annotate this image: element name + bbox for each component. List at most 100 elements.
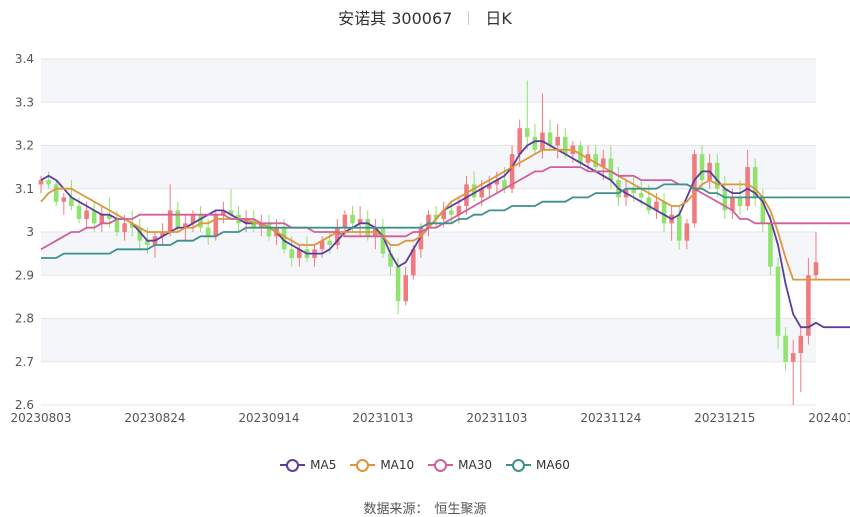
x-tick-label: 20230803 bbox=[10, 411, 71, 425]
candle-body bbox=[555, 136, 560, 146]
x-tick-label: 20230914 bbox=[238, 411, 299, 425]
candle-body bbox=[137, 227, 143, 241]
candle-body bbox=[281, 227, 287, 250]
candle-body bbox=[259, 223, 264, 228]
candle-body bbox=[38, 180, 44, 185]
y-tick-label: 3.4 bbox=[15, 52, 34, 66]
candle-body bbox=[380, 227, 386, 254]
candle-body bbox=[221, 210, 226, 215]
candle-body bbox=[395, 266, 401, 302]
candle-body bbox=[517, 128, 522, 155]
candle-body bbox=[752, 167, 758, 198]
legend-marker-icon bbox=[506, 458, 532, 472]
data-source: 数据来源： 恒生聚源 bbox=[0, 498, 850, 517]
candle-body bbox=[91, 210, 97, 224]
candle-body bbox=[638, 193, 644, 198]
candle-body bbox=[479, 188, 484, 198]
chart-title: 安诺其 300067 日K bbox=[0, 5, 850, 29]
candle-body bbox=[471, 184, 477, 198]
candle-body bbox=[129, 223, 135, 228]
candle-body bbox=[775, 266, 781, 336]
y-tick-label: 2.8 bbox=[15, 312, 34, 326]
series-line-ma5 bbox=[40, 140, 850, 329]
period-label: 日K bbox=[485, 9, 512, 28]
x-tick-label: 20230824 bbox=[124, 411, 185, 425]
legend-item-ma5[interactable]: MA5 bbox=[280, 458, 336, 472]
x-tick-label: 20231215 bbox=[694, 411, 755, 425]
candle-body bbox=[107, 214, 112, 220]
candle-body bbox=[403, 275, 408, 302]
candle-body bbox=[289, 249, 295, 258]
candle-body bbox=[167, 210, 173, 232]
candle-body bbox=[646, 197, 652, 211]
x-tick-label: 20240108 bbox=[808, 411, 850, 425]
legend-label: MA10 bbox=[380, 458, 415, 472]
series-line-ma60 bbox=[41, 183, 850, 259]
candle-body bbox=[69, 197, 74, 207]
candle-body bbox=[654, 201, 659, 211]
candle-body bbox=[297, 249, 302, 258]
y-tick-label: 3.2 bbox=[15, 139, 34, 153]
candle-body bbox=[327, 240, 333, 245]
legend-item-ma10[interactable]: MA10 bbox=[350, 458, 414, 472]
candle-body bbox=[433, 214, 439, 220]
candle-body bbox=[524, 128, 530, 137]
source-label: 数据来源： bbox=[363, 502, 429, 517]
candle-body bbox=[46, 180, 51, 185]
candle-body bbox=[661, 201, 667, 224]
candle-body bbox=[608, 158, 614, 181]
legend-item-ma30[interactable]: MA30 bbox=[428, 458, 492, 472]
candle-body bbox=[243, 219, 249, 224]
candle-body bbox=[737, 197, 743, 207]
candle-body bbox=[228, 210, 234, 215]
candle-body bbox=[350, 214, 355, 224]
candle-body bbox=[76, 206, 82, 220]
source-value: 恒生聚源 bbox=[434, 502, 487, 517]
candle-body bbox=[357, 219, 363, 224]
grid-band bbox=[41, 145, 816, 189]
candle-body bbox=[509, 154, 515, 189]
candle-body bbox=[745, 167, 750, 207]
y-tick-label: 3 bbox=[26, 225, 34, 239]
candle-body bbox=[160, 232, 165, 237]
legend-marker-icon bbox=[428, 458, 454, 472]
candle-body bbox=[99, 214, 105, 224]
grid-band bbox=[41, 318, 816, 362]
candle-body bbox=[342, 214, 348, 228]
candle-body bbox=[790, 353, 796, 362]
candle-body bbox=[198, 214, 203, 228]
grid-band bbox=[41, 59, 816, 103]
legend-marker-icon bbox=[280, 458, 306, 472]
series-line-ma30 bbox=[40, 166, 850, 251]
candle-body bbox=[456, 206, 462, 215]
candle-body bbox=[418, 227, 424, 250]
candle-body bbox=[532, 136, 538, 150]
y-tick-label: 3.1 bbox=[15, 182, 34, 196]
candle-body bbox=[699, 154, 705, 181]
legend-label: MA5 bbox=[310, 458, 337, 472]
legend-item-ma60[interactable]: MA60 bbox=[506, 458, 570, 472]
candle-body bbox=[205, 227, 211, 237]
candle-body bbox=[487, 184, 492, 189]
y-tick-label: 2.7 bbox=[15, 355, 34, 369]
legend-marker-icon bbox=[350, 458, 376, 472]
candle-body bbox=[768, 223, 773, 267]
legend-label: MA30 bbox=[458, 458, 493, 472]
legend: MA5 MA10 MA30 MA60 bbox=[0, 458, 850, 475]
candle-body bbox=[441, 210, 446, 220]
candle-body bbox=[175, 210, 181, 228]
candle-body bbox=[411, 249, 416, 276]
candle-body bbox=[562, 136, 568, 155]
kline-chart: 2.6 2.7 2.8 2.9 3 3.1 3.2 3.3 3.4 20230803 2023082… bbox=[10, 52, 850, 425]
x-tick-label: 20231013 bbox=[352, 411, 413, 425]
candle-body bbox=[631, 188, 636, 194]
candle-body bbox=[122, 223, 127, 232]
candle-body bbox=[145, 240, 150, 245]
candle-body bbox=[61, 197, 67, 202]
candle-body bbox=[426, 214, 431, 228]
candle-body bbox=[84, 210, 89, 220]
candle-body bbox=[547, 132, 553, 146]
title-separator bbox=[468, 11, 470, 25]
candle-body bbox=[114, 219, 120, 232]
candle-body bbox=[266, 223, 272, 237]
